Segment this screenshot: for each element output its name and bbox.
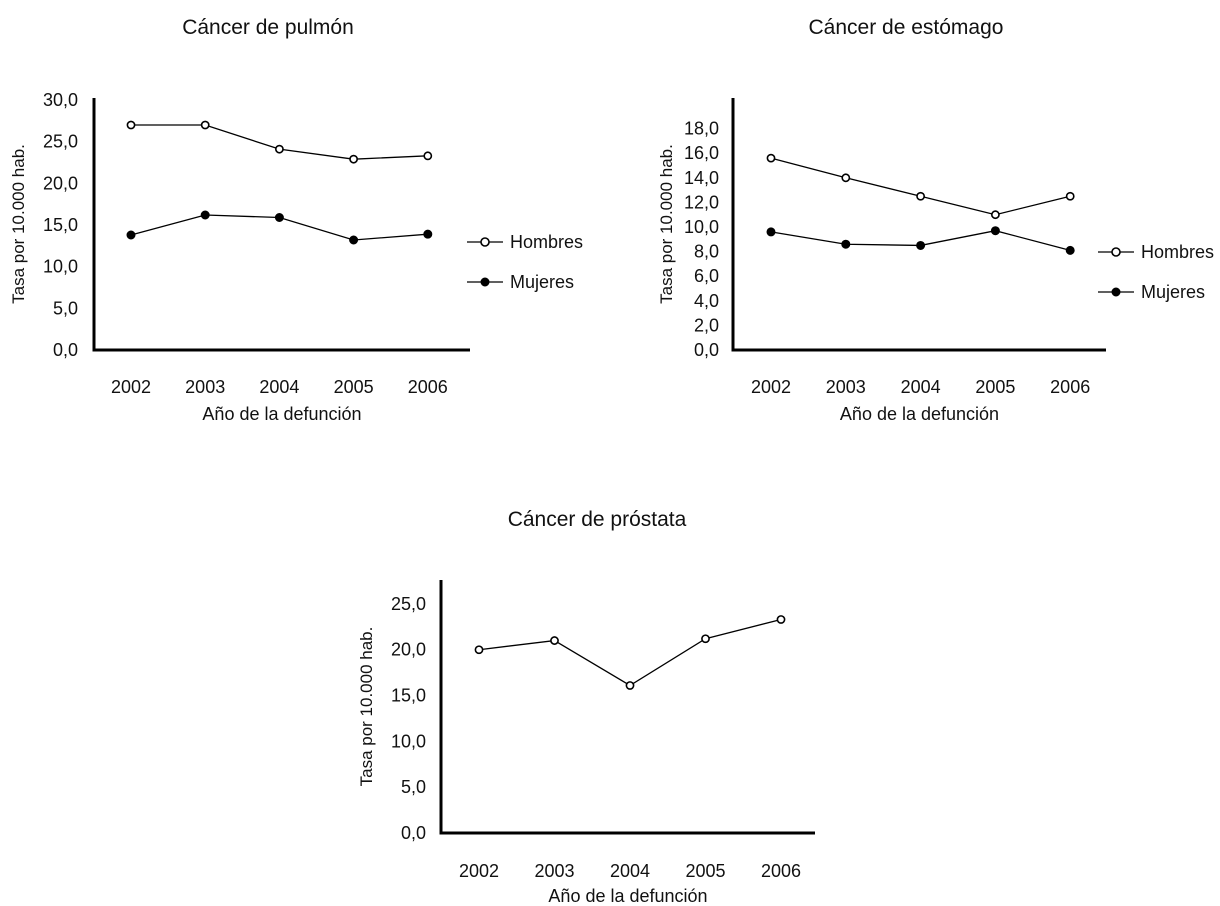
data-point <box>200 120 210 130</box>
data-point <box>841 173 851 183</box>
x-tick-label: 2004 <box>901 377 941 397</box>
legend-label: Mujeres <box>510 272 574 292</box>
data-point <box>349 235 359 245</box>
y-tick-label: 15,0 <box>43 215 78 235</box>
x-tick-label: 2004 <box>259 377 299 397</box>
data-point <box>990 226 1000 236</box>
y-tick-label: 5,0 <box>401 777 426 797</box>
x-tick-label: 2002 <box>751 377 791 397</box>
x-tick-label: 2002 <box>111 377 151 397</box>
legend-label: Hombres <box>510 232 583 252</box>
y-tick-label: 25,0 <box>391 594 426 614</box>
data-point <box>766 153 776 163</box>
data-point <box>1065 191 1075 201</box>
data-point <box>776 615 786 624</box>
series-hombres <box>126 120 433 164</box>
series-hombres <box>766 153 1075 220</box>
x-tick-label: 2006 <box>1050 377 1090 397</box>
y-tick-label: 10,0 <box>684 217 719 237</box>
legend-marker <box>480 237 490 247</box>
data-point <box>274 213 284 222</box>
data-point <box>126 230 136 240</box>
data-point <box>349 154 358 164</box>
data-point <box>274 144 284 154</box>
x-tick-label: 2006 <box>408 377 448 397</box>
chart-2: Cáncer de estómago 0,0 2,0 4,0 6,0 8,0 10,0 12,… <box>657 16 1214 424</box>
y-tick-label: 8,0 <box>694 242 719 262</box>
chart-title: Cáncer de estómago <box>809 16 1004 39</box>
chart-title: Cáncer de pulmón <box>182 16 354 39</box>
y-tick-label: 12,0 <box>684 192 719 212</box>
chart-title: Cáncer de próstata <box>508 508 687 531</box>
x-tick-label: 2005 <box>685 861 725 881</box>
legend-marker <box>1111 247 1121 257</box>
x-tick-label: 2005 <box>975 377 1015 397</box>
series-line <box>478 618 782 687</box>
legend-label: Hombres <box>1141 242 1214 262</box>
data-point <box>423 229 433 239</box>
y-axis-label: Tasa por 10.000 hab. <box>357 627 376 787</box>
x-tick-label: 2004 <box>610 861 650 881</box>
y-tick-label: 0,0 <box>694 340 719 360</box>
x-tick-label: 2002 <box>459 861 499 881</box>
data-point <box>550 636 559 645</box>
data-point <box>991 210 1000 220</box>
series-mujeres <box>766 226 1075 255</box>
y-tick-label: 6,0 <box>694 266 719 286</box>
x-tick-label: 2005 <box>334 377 374 397</box>
x-tick-label: 2006 <box>761 861 801 881</box>
y-axis-label: Tasa por 10.000 hab. <box>9 144 28 304</box>
series-line <box>770 157 1071 216</box>
y-tick-label: 15,0 <box>391 686 426 706</box>
y-tick-label: 18,0 <box>684 119 719 139</box>
x-axis-label: Año de la defunción <box>548 886 707 906</box>
x-tick-label: 2003 <box>534 861 574 881</box>
x-tick-label: 2003 <box>826 377 866 397</box>
data-point <box>916 191 925 201</box>
y-tick-label: 20,0 <box>43 173 78 193</box>
data-point <box>126 120 136 130</box>
y-tick-label: 10,0 <box>43 257 78 277</box>
y-tick-label: 10,0 <box>391 731 426 751</box>
y-tick-label: 5,0 <box>53 298 78 318</box>
y-tick-label: 4,0 <box>694 291 719 311</box>
data-point <box>916 240 926 250</box>
data-point <box>625 681 635 690</box>
data-point <box>423 151 433 161</box>
data-point <box>766 227 776 237</box>
y-tick-label: 0,0 <box>53 340 78 360</box>
y-tick-label: 0,0 <box>401 823 426 843</box>
y-tick-label: 25,0 <box>43 132 78 152</box>
series-line <box>131 124 428 160</box>
x-tick-label: 2003 <box>185 377 225 397</box>
data-point <box>1065 245 1075 255</box>
legend-marker <box>1111 287 1121 297</box>
legend: Hombres Mujeres <box>1098 242 1214 302</box>
y-tick-label: 14,0 <box>684 168 719 188</box>
y-tick-label: 30,0 <box>43 90 78 110</box>
x-axis-label: Año de la defunción <box>202 404 361 424</box>
data-point <box>841 239 851 249</box>
chart-3: Cáncer de próstata 0,0 5,0 10,0 15,0 20,0 25,0… <box>357 508 815 906</box>
series-1 <box>474 615 786 690</box>
y-tick-label: 16,0 <box>684 143 719 163</box>
y-tick-label: 20,0 <box>391 640 426 660</box>
legend-label: Mujeres <box>1141 282 1205 302</box>
data-point <box>474 645 484 655</box>
y-tick-label: 2,0 <box>694 315 719 335</box>
y-axis-label: Tasa por 10.000 hab. <box>657 144 676 304</box>
series-mujeres <box>126 210 433 245</box>
chart-1: Cáncer de pulmón 0,0 5,0 10,0 15,0 20,0 25,0 30… <box>9 16 583 424</box>
x-axis-label: Año de la defunción <box>840 404 999 424</box>
data-point <box>200 210 210 220</box>
legend: Hombres Mujeres <box>467 232 583 292</box>
data-point <box>701 634 710 644</box>
legend-marker <box>480 277 490 287</box>
